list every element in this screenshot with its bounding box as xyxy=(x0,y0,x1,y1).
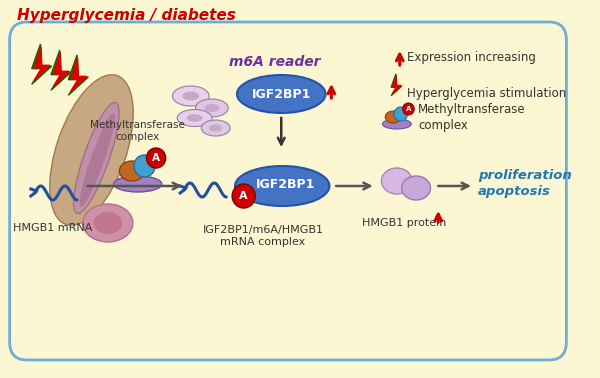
Polygon shape xyxy=(34,46,50,81)
Circle shape xyxy=(232,184,255,208)
Text: Expression increasing: Expression increasing xyxy=(407,51,536,65)
Ellipse shape xyxy=(401,176,431,200)
Ellipse shape xyxy=(119,161,145,181)
Ellipse shape xyxy=(94,212,122,234)
Text: IGF2BP1: IGF2BP1 xyxy=(256,178,315,192)
Ellipse shape xyxy=(187,114,202,122)
FancyBboxPatch shape xyxy=(10,22,566,360)
Text: Hyperglycemia stimulation: Hyperglycemia stimulation xyxy=(407,87,566,101)
Ellipse shape xyxy=(177,110,212,127)
Text: Methyltransferase
complex: Methyltransferase complex xyxy=(91,119,185,142)
Ellipse shape xyxy=(74,102,119,214)
Ellipse shape xyxy=(209,124,222,132)
Text: apoptosis: apoptosis xyxy=(478,186,551,198)
Ellipse shape xyxy=(385,111,401,123)
Polygon shape xyxy=(392,75,401,94)
Circle shape xyxy=(403,103,414,115)
Ellipse shape xyxy=(235,166,329,206)
Polygon shape xyxy=(53,53,69,87)
Ellipse shape xyxy=(237,75,326,113)
Ellipse shape xyxy=(50,75,133,225)
Text: Methyltransferase
complex: Methyltransferase complex xyxy=(418,104,526,133)
Ellipse shape xyxy=(382,119,411,129)
Circle shape xyxy=(394,107,407,121)
Circle shape xyxy=(146,148,166,168)
Ellipse shape xyxy=(83,204,133,242)
Text: IGF2BP1: IGF2BP1 xyxy=(251,87,311,101)
Circle shape xyxy=(134,155,155,177)
Polygon shape xyxy=(68,55,88,95)
Text: HMGB1 protein: HMGB1 protein xyxy=(362,218,447,228)
Text: proliferation: proliferation xyxy=(478,169,572,183)
Text: A: A xyxy=(152,153,160,163)
Ellipse shape xyxy=(382,168,412,194)
Ellipse shape xyxy=(172,86,209,106)
Text: Hyperglycemia / diabetes: Hyperglycemia / diabetes xyxy=(17,8,236,23)
Ellipse shape xyxy=(196,99,228,117)
Ellipse shape xyxy=(80,113,115,207)
Polygon shape xyxy=(391,74,402,96)
Ellipse shape xyxy=(182,91,199,101)
Text: A: A xyxy=(239,191,248,201)
Ellipse shape xyxy=(202,120,230,136)
Text: m6A reader: m6A reader xyxy=(229,55,320,69)
Text: A: A xyxy=(406,106,411,112)
Text: IGF2BP1/m6A/HMGB1
mRNA complex: IGF2BP1/m6A/HMGB1 mRNA complex xyxy=(202,225,323,247)
Polygon shape xyxy=(51,50,71,90)
Ellipse shape xyxy=(113,176,162,192)
Polygon shape xyxy=(71,57,86,91)
Ellipse shape xyxy=(205,104,219,112)
Text: HMGB1 mRNA: HMGB1 mRNA xyxy=(13,223,92,233)
Polygon shape xyxy=(32,44,52,84)
